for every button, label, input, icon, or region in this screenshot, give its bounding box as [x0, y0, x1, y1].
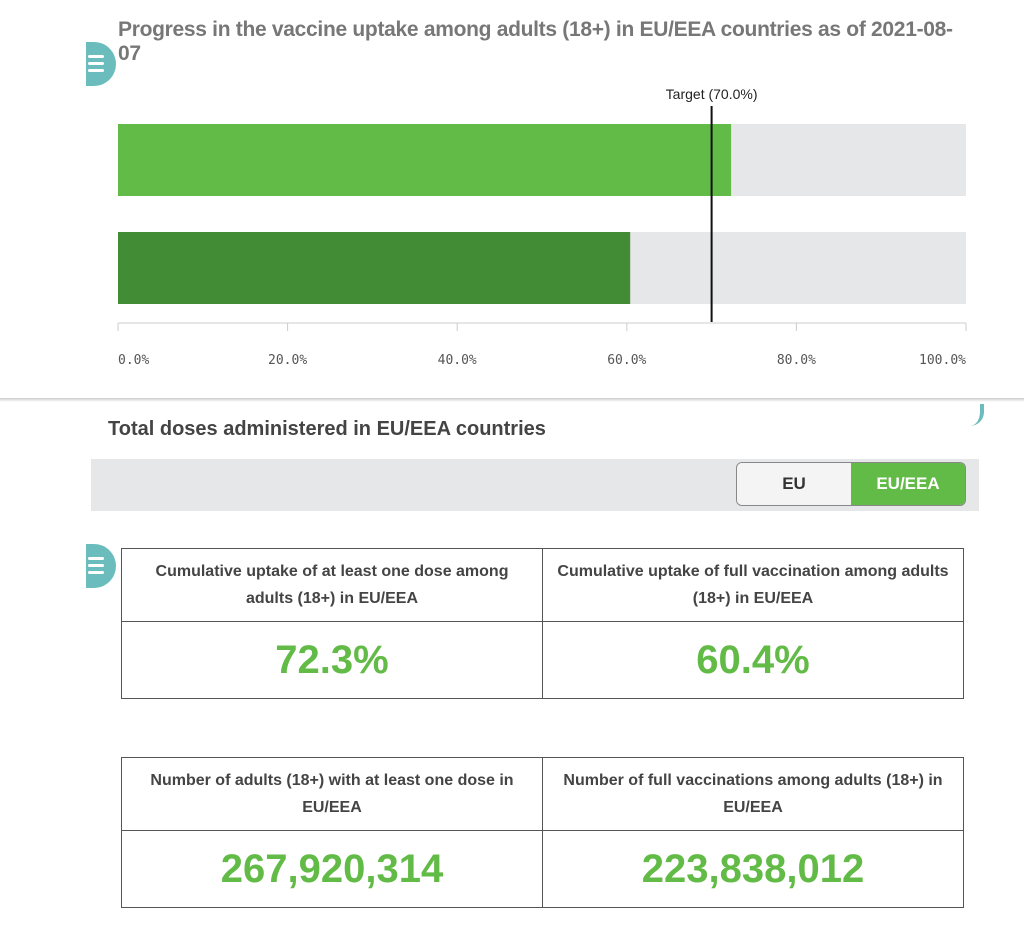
toggle-eu[interactable]: EU — [737, 463, 851, 505]
uptake-table: Cumulative uptake of at least one dose a… — [121, 548, 964, 699]
bar — [118, 232, 631, 304]
x-tick-label: 40.0% — [438, 353, 477, 368]
card-label: Cumulative uptake of full vaccination am… — [542, 548, 964, 622]
card-value: 223,838,012 — [542, 830, 964, 908]
divider — [0, 398, 1024, 402]
card-value: 72.3% — [121, 621, 543, 699]
toggle-eu-eea[interactable]: EU/EEA — [851, 463, 965, 505]
menu-icon[interactable] — [86, 42, 116, 86]
x-tick-label: 80.0% — [777, 353, 816, 368]
x-tick-label: 20.0% — [268, 353, 307, 368]
target-label: Target (70.0%) — [666, 86, 758, 102]
count-table: Number of adults (18+) with at least one… — [121, 757, 964, 908]
chart-title: Progress in the vaccine uptake among adu… — [118, 18, 953, 65]
card-label: Cumulative uptake of at least one dose a… — [121, 548, 543, 622]
card-label: Number of adults (18+) with at least one… — [121, 757, 543, 831]
region-toggle: EU EU/EEA — [736, 462, 966, 506]
section-title: Total doses administered in EU/EEA count… — [108, 418, 546, 440]
progress-chart: 0.0% 20.0% 40.0% 60.0% 80.0% 100.0% Target (70… — [117, 86, 967, 368]
card-value: 267,920,314 — [121, 830, 543, 908]
card-label: Number of full vaccinations among adults… — [542, 757, 964, 831]
x-tick-label: 0.0% — [118, 353, 149, 368]
menu-icon[interactable] — [86, 544, 116, 588]
card-value: 60.4% — [542, 621, 964, 699]
bar — [118, 124, 732, 196]
x-tick-label: 60.0% — [607, 353, 646, 368]
menu-icon-partial — [966, 404, 984, 426]
x-tick-label: 100.0% — [919, 353, 966, 368]
